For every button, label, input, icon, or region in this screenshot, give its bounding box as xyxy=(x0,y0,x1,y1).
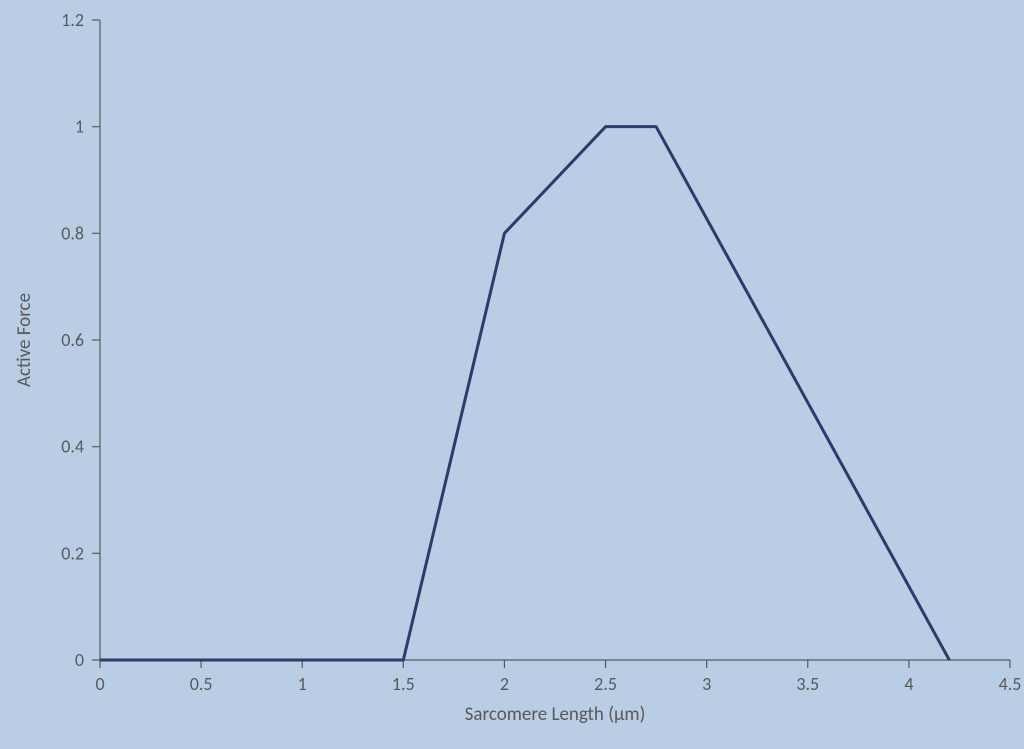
x-tick-label: 0.5 xyxy=(190,673,213,695)
x-tick-label: 4 xyxy=(904,673,913,695)
y-tick-label: 0.8 xyxy=(61,222,84,244)
x-axis-label: Sarcomere Length (μm) xyxy=(465,703,646,726)
force-length-chart: 0 0.5 1 1.5 2 2.5 3 3.5 4 4.5 0 0.2 0.4 0.6 0.8 1 1.2 Sar… xyxy=(0,0,1024,749)
x-tick-label: 1 xyxy=(298,673,307,695)
x-tick-label: 0 xyxy=(95,673,104,695)
chart-canvas: 0 0.5 1 1.5 2 2.5 3 3.5 4 4.5 0 0.2 0.4 0.6 0.8 1 1.2 Sar… xyxy=(0,0,1024,749)
y-tick-label: 0.4 xyxy=(61,436,84,458)
x-tick-label: 2.5 xyxy=(594,673,617,695)
x-tick-label: 3.5 xyxy=(796,673,819,695)
y-axis-label: Active Force xyxy=(13,293,36,387)
x-tick-label: 4.5 xyxy=(999,673,1022,695)
y-tick-label: 0.2 xyxy=(61,542,84,564)
y-tick-label: 1 xyxy=(75,116,84,138)
x-tick-label: 2 xyxy=(500,673,509,695)
x-tick-label: 3 xyxy=(702,673,711,695)
y-tick-label: 1.2 xyxy=(61,9,84,31)
x-tick-label: 1.5 xyxy=(392,673,415,695)
y-tick-label: 0 xyxy=(75,649,84,671)
chart-background xyxy=(0,0,1024,749)
y-tick-label: 0.6 xyxy=(61,329,84,351)
